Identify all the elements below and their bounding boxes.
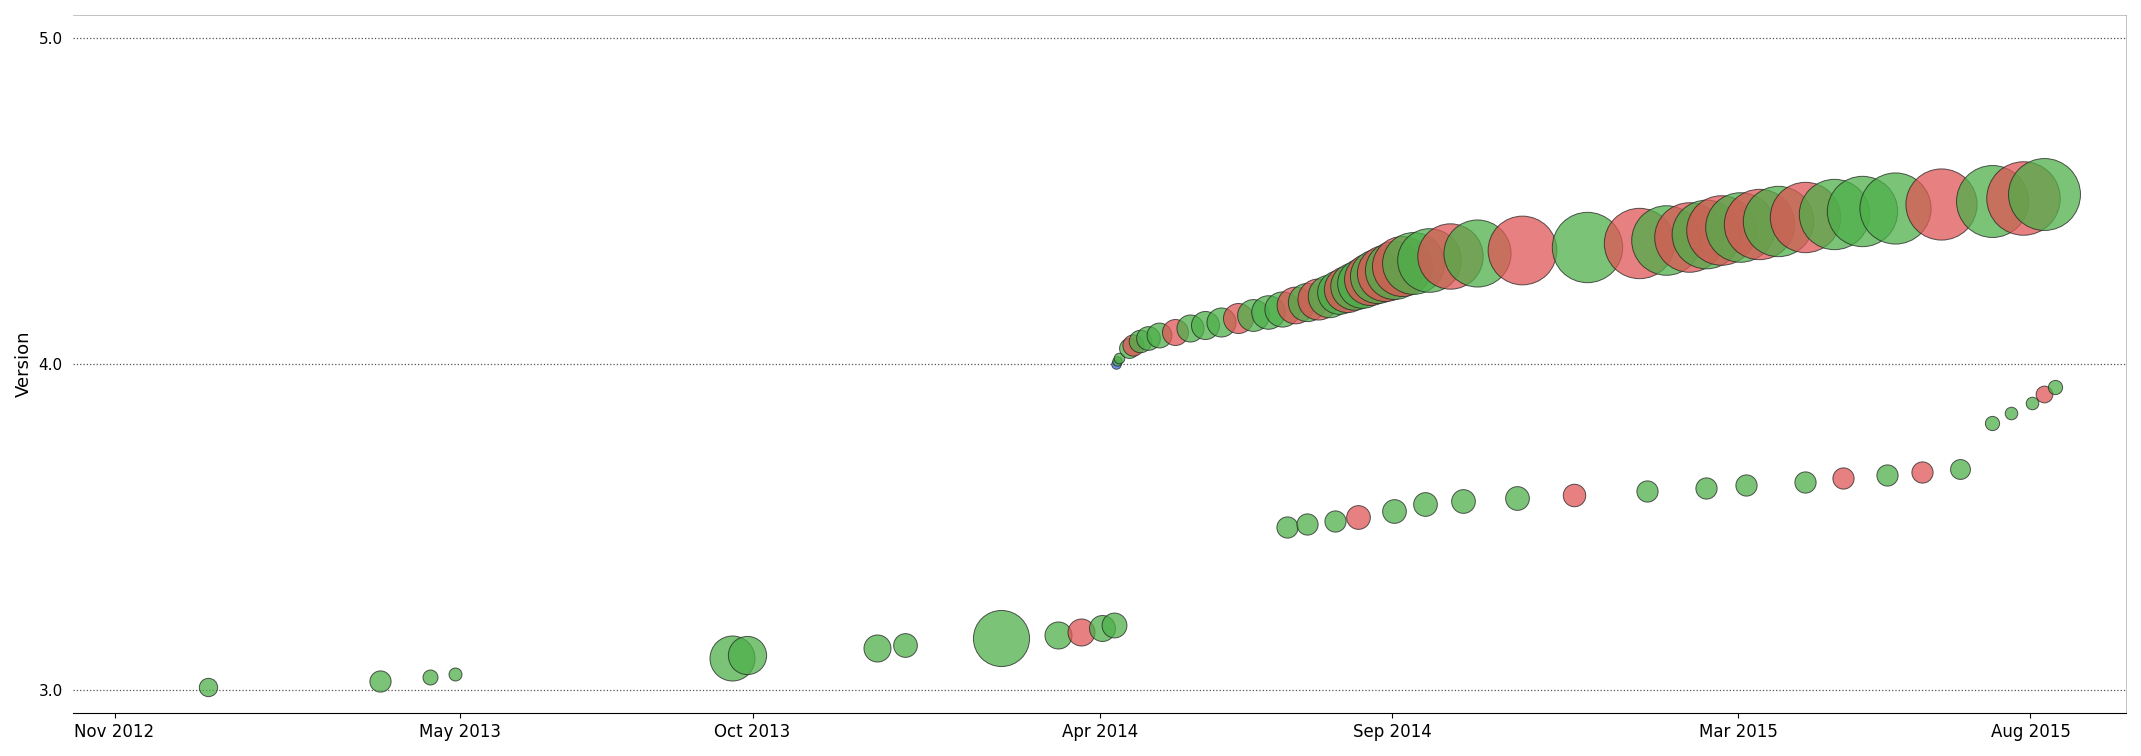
Point	[1270, 521, 1304, 533]
Point	[364, 674, 398, 686]
Point	[1096, 619, 1130, 631]
Point	[1411, 254, 1445, 266]
Point	[1111, 342, 1145, 354]
Point	[191, 681, 225, 693]
Point	[1846, 205, 1880, 217]
Point	[1319, 515, 1353, 527]
Point	[1878, 201, 1912, 213]
Point	[859, 642, 893, 654]
Point	[1302, 293, 1336, 305]
Point	[1869, 469, 1903, 481]
Point	[1762, 215, 1796, 227]
Point	[2038, 381, 2072, 393]
Point	[1385, 260, 1419, 272]
Point	[1340, 512, 1375, 524]
Point	[1728, 479, 1762, 491]
Point	[1445, 495, 1479, 507]
Point	[1569, 240, 1604, 253]
Point	[1743, 218, 1777, 230]
Point	[1499, 492, 1533, 504]
Point	[1976, 417, 2010, 429]
Point	[1788, 476, 1822, 488]
Point	[1942, 463, 1976, 475]
Point	[1098, 358, 1133, 370]
Point	[1377, 263, 1411, 275]
Point	[1409, 498, 1443, 510]
Point	[1312, 290, 1347, 302]
Point	[1704, 225, 1738, 237]
Point	[1629, 485, 1664, 497]
Point	[1085, 622, 1120, 634]
Point	[437, 668, 471, 680]
Point	[1203, 316, 1237, 328]
Point	[1689, 482, 1724, 494]
Point	[1289, 518, 1323, 530]
Point	[2015, 397, 2049, 409]
Point	[1672, 231, 1706, 243]
Point	[1505, 244, 1539, 256]
Point	[413, 671, 447, 683]
Point	[1724, 221, 1758, 233]
Point	[1621, 237, 1655, 249]
Point	[1321, 287, 1355, 299]
Point	[715, 652, 749, 664]
Point	[2028, 388, 2062, 400]
Point	[1041, 629, 1075, 641]
Point	[1173, 322, 1208, 334]
Point	[1432, 250, 1467, 262]
Point	[730, 649, 764, 661]
Point	[1130, 332, 1165, 344]
Point	[1689, 228, 1724, 240]
Point	[1188, 319, 1223, 331]
Point	[1460, 247, 1494, 259]
Point	[2006, 192, 2040, 204]
Point	[1345, 277, 1379, 289]
Point	[1923, 198, 1957, 210]
Point	[1124, 335, 1158, 347]
Point	[1250, 306, 1285, 318]
Point	[1235, 309, 1270, 321]
Point	[1826, 472, 1861, 485]
Point	[1788, 211, 1822, 223]
Point	[1064, 626, 1098, 638]
Point	[889, 639, 923, 651]
Point	[1289, 296, 1323, 308]
Point	[1265, 302, 1300, 314]
Y-axis label: Version: Version	[15, 331, 32, 398]
Point	[1353, 273, 1387, 285]
Point	[1649, 234, 1683, 246]
Point	[1100, 355, 1135, 367]
Point	[1143, 329, 1178, 341]
Point	[1278, 299, 1312, 311]
Point	[1976, 195, 2010, 207]
Point	[1557, 488, 1591, 500]
Point	[1993, 407, 2028, 419]
Point	[1377, 505, 1411, 517]
Point	[1396, 257, 1430, 269]
Point	[1360, 270, 1394, 282]
Point	[1158, 326, 1193, 338]
Point	[1368, 267, 1402, 279]
Point	[2028, 188, 2062, 200]
Point	[1905, 466, 1940, 478]
Point	[1816, 208, 1850, 220]
Point	[1115, 339, 1150, 351]
Point	[1330, 283, 1364, 295]
Point	[1220, 312, 1255, 324]
Point	[1103, 352, 1137, 364]
Point	[1338, 280, 1372, 292]
Point	[983, 632, 1017, 644]
